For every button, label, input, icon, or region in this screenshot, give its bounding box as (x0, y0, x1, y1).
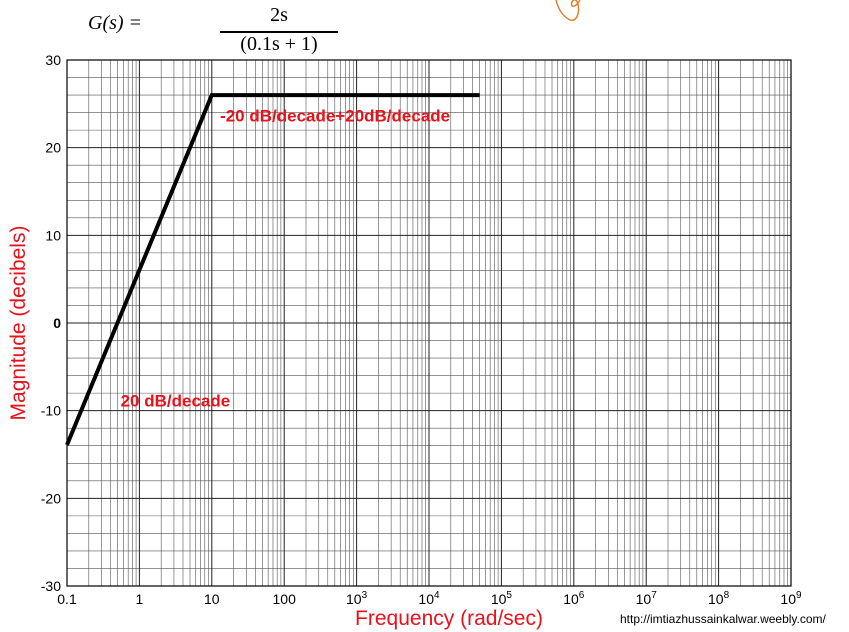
formula-lhs: G(s) = (88, 12, 143, 34)
x-tick-label: 104 (418, 590, 440, 607)
x-tick-label: 105 (491, 590, 513, 607)
slope-annotation: 20 dB/decade (121, 391, 231, 410)
source-url: http://imtiazhussainkalwar.weebly.com/ (620, 612, 826, 626)
handwritten-scribble (555, 0, 581, 21)
x-tick-label: 107 (636, 590, 658, 607)
plot-frame (66, 59, 792, 587)
series-layer (65, 93, 480, 446)
x-tick-label: 100 (273, 591, 297, 607)
magnitude-asymptote-line (65, 93, 480, 446)
transfer-function-formula: G(s) = 2s (0.1s + 1) (88, 2, 338, 60)
y-tick-label: 30 (45, 52, 61, 68)
annotations-layer: -20 dB/decade+20dB/decade 20 dB/decade (121, 106, 451, 410)
x-tick-label: 1 (136, 591, 144, 607)
major-grid (66, 59, 791, 587)
formula-denominator: (0.1s + 1) (240, 33, 318, 55)
y-tick-label: 10 (45, 227, 61, 243)
x-tick-label: 109 (780, 590, 802, 607)
formula-numerator: 2s (270, 4, 288, 26)
x-tick-label: 106 (563, 590, 585, 607)
y-tick-label: -30 (41, 578, 61, 594)
x-axis-label: Frequency (rad/sec) (355, 607, 543, 630)
x-tick-label: 0.1 (57, 591, 77, 607)
x-tick-label: 10 (204, 591, 220, 607)
x-tick-label: 108 (708, 590, 730, 607)
y-tick-label: -10 (41, 403, 61, 419)
x-tick-labels: 0.1 1 10 100 103 104 105 106 107 108 109 (57, 590, 802, 607)
y-tick-label: 0 (53, 315, 61, 331)
x-tick-label: 103 (346, 590, 368, 607)
y-tick-label: -20 (41, 490, 61, 506)
y-tick-label: 20 (45, 140, 61, 156)
slope-annotation: -20 dB/decade+20dB/decade (220, 106, 450, 125)
y-axis-label: Magnitude (decibels) (7, 226, 30, 421)
y-tick-labels: 30 20 10 0 -10 -20 -30 (41, 52, 61, 594)
formula-fraction-bar (220, 31, 338, 33)
